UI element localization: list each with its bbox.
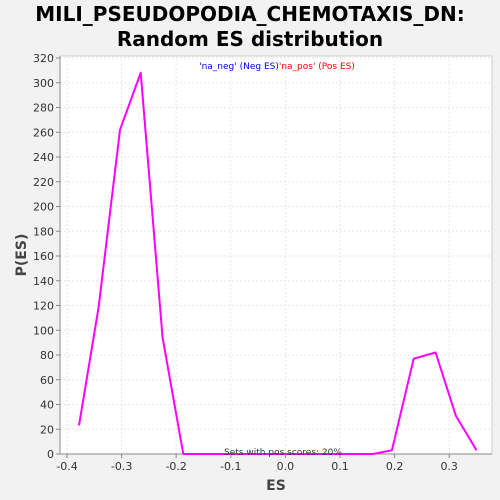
series	[78, 71, 478, 455]
x-tick-label: 0.0	[277, 460, 295, 473]
y-tick-label: 140	[33, 275, 54, 288]
y-tick-label: 160	[33, 250, 54, 263]
chart-title-line2: Random ES distribution	[117, 27, 383, 51]
legend: 'na_neg' (Neg ES)'na_pos' (Pos ES)	[199, 62, 355, 72]
y-tick-label: 120	[33, 300, 54, 313]
y-tick-label: 60	[40, 374, 54, 387]
legend-neg-label: 'na_neg' (Neg ES)	[199, 62, 279, 72]
series-line	[78, 71, 478, 455]
x-tick-label: 0.2	[386, 460, 404, 473]
y-tick-label: 220	[33, 176, 54, 189]
x-tick-label: -0.3	[111, 460, 132, 473]
y-axis-title: P(ES)	[14, 234, 30, 277]
y-tick-label: 240	[33, 151, 54, 164]
y-tick-label: 200	[33, 201, 54, 214]
plot-area	[59, 55, 493, 455]
y-tick-label: 180	[33, 225, 54, 238]
chart-title-line1: MILI_PSEUDOPODIA_CHEMOTAXIS_DN:	[35, 2, 464, 26]
x-axis-title: ES	[266, 478, 286, 494]
y-tick-label: 0	[47, 448, 54, 461]
y-tick-label: 20	[40, 423, 54, 436]
tick-labels: 0 20 40 60 80 100 120 140 160 180 200 220 240 260 280 3…	[33, 52, 458, 473]
x-tick-label: 0.1	[331, 460, 349, 473]
x-tick-label: -0.1	[220, 460, 241, 473]
y-tick-label: 40	[40, 399, 54, 412]
x-tick-label: -0.2	[165, 460, 186, 473]
pos-scores-annotation: Sets with pos scores: 20%	[224, 448, 342, 458]
y-tick-label: 300	[33, 77, 54, 90]
legend-pos-label: 'na_pos' (Pos ES)	[279, 62, 355, 72]
x-tick-label: 0.3	[440, 460, 458, 473]
y-tick-label: 260	[33, 126, 54, 139]
y-tick-label: 80	[40, 349, 54, 362]
y-tick-label: 280	[33, 102, 54, 115]
y-tick-label: 320	[33, 52, 54, 65]
x-tick-label: -0.4	[56, 460, 77, 473]
y-tick-label: 100	[33, 324, 54, 337]
